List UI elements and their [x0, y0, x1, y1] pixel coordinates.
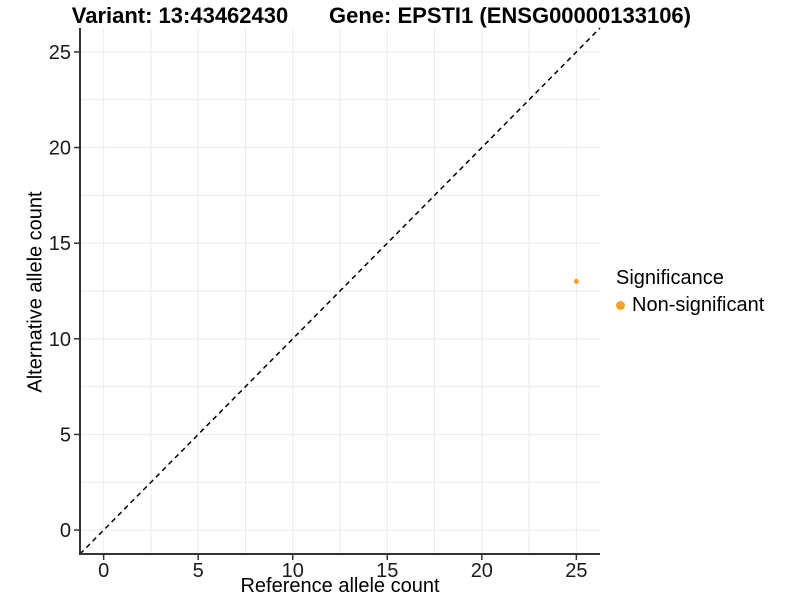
y-tick-label: 10 [49, 329, 71, 351]
legend-item-label: Non-significant [632, 294, 765, 316]
y-tick-label: 20 [49, 138, 71, 160]
x-tick-label: 10 [282, 560, 304, 582]
x-tick-label: 25 [565, 560, 587, 582]
legend-item: Non-significant [616, 293, 764, 317]
y-tick-label: 25 [49, 42, 71, 64]
x-axis-title: Reference allele count [240, 575, 440, 597]
y-tick-label: 5 [60, 424, 71, 446]
x-tick-label: 0 [98, 560, 109, 582]
identity-line [79, 27, 601, 555]
y-tick-label: 15 [49, 233, 71, 255]
data-point [573, 278, 579, 284]
variant-title: Variant: 13:43462430 [71, 3, 289, 28]
legend-title: Significance [616, 267, 724, 289]
y-tick-label: 0 [60, 520, 71, 542]
x-tick-label: 5 [193, 560, 204, 582]
y-axis-title: Alternative allele count [24, 191, 47, 393]
x-tick-label: 20 [471, 560, 493, 582]
gene-title: Gene: EPSTI1 (ENSG00000133106) [329, 3, 691, 28]
legend: Significance Non-significant [616, 266, 764, 317]
x-tick-label: 15 [376, 560, 398, 582]
legend-key-dot-icon [616, 300, 625, 310]
